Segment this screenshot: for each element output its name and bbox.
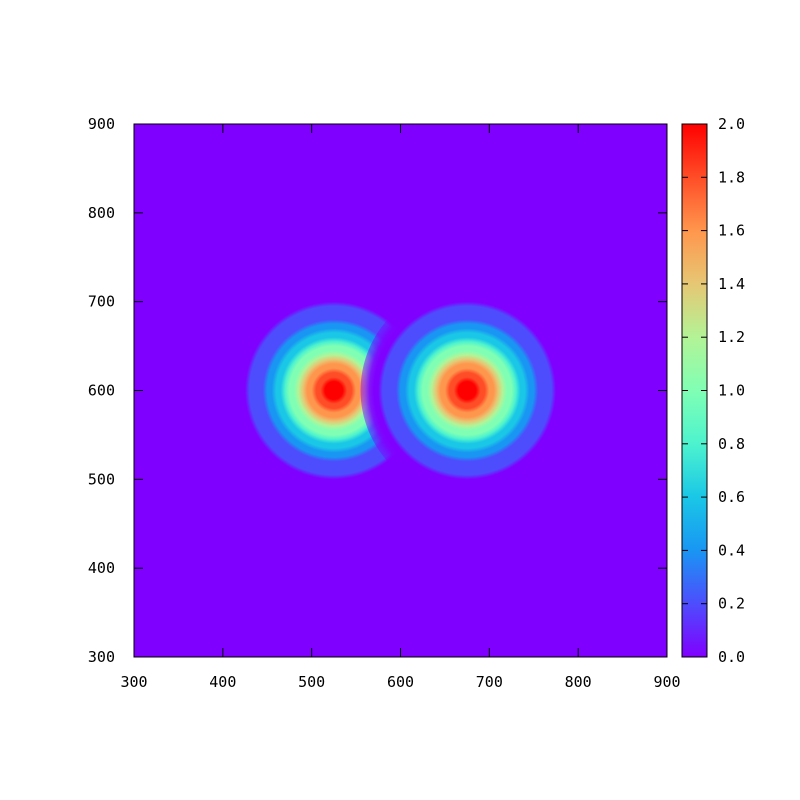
colorbar-tick-label: 1.6 [718,222,745,240]
y-tick-label: 900 [88,115,115,133]
colorbar-tick-label: 1.8 [718,168,745,186]
y-tick-label: 500 [88,470,115,488]
x-tick-label: 600 [387,673,414,691]
x-tick-label: 400 [209,673,236,691]
colorbar-tick-label: 0.0 [718,648,745,666]
colorbar-tick-label: 1.2 [718,328,745,346]
x-tick-label: 300 [120,673,147,691]
axes: 300 400 500 600 700 800 900 300 400 500 600 700 800 9… [88,115,681,691]
x-tick-label: 800 [565,673,592,691]
x-tick-label: 500 [298,673,325,691]
y-tick-label: 800 [88,204,115,222]
colorbar: 0.0 0.2 0.4 0.6 0.8 1.0 1.2 1.4 1.6 1.8 2.0 [681,115,745,666]
colorbar-tick-label: 2.0 [718,115,745,133]
y-tick-label: 600 [88,382,115,400]
plot-area [134,124,667,657]
colorbar-tick-label: 0.2 [718,595,745,613]
x-tick-label: 700 [476,673,503,691]
heatmap-peak [360,283,574,498]
colorbar-tick-label: 0.4 [718,541,745,559]
y-tick-label: 700 [88,293,115,311]
colorbar-tick-label: 0.6 [718,488,745,506]
colorbar-tick-label: 1.4 [718,275,745,293]
y-tick-label: 300 [88,648,115,666]
y-tick-label: 400 [88,559,115,577]
colorbar-tick-label: 1.0 [718,382,745,400]
colorbar-tick-label: 0.8 [718,435,745,453]
x-tick-label: 900 [653,673,680,691]
